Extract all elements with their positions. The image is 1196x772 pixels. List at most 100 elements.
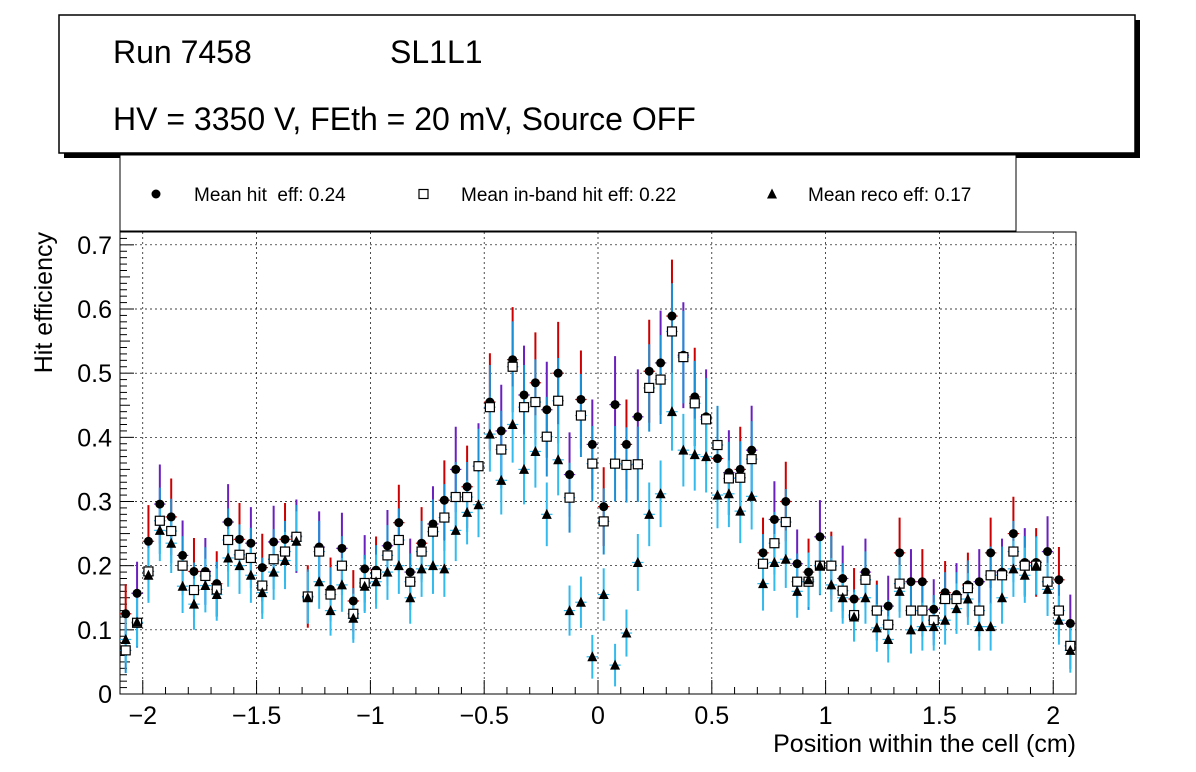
hit-eff-point [428, 519, 438, 529]
legend-frame [119, 154, 1017, 232]
y-tick-label: 0.7 [77, 232, 112, 260]
inband-eff-point [177, 560, 188, 571]
inband-eff-point [564, 492, 575, 503]
inband-eff-point [985, 570, 996, 581]
inband-eff-point [416, 546, 427, 557]
hit-eff-point [121, 609, 131, 619]
reco-eff-point [166, 537, 177, 548]
inband-eff-point [120, 645, 131, 656]
inband-eff-point [689, 398, 700, 409]
legend-entry-inband-eff: Mean in-band hit eff: 0.22 [418, 185, 676, 206]
inband-eff-point [962, 583, 973, 594]
y-tick-label: 0.1 [77, 617, 112, 645]
inband-eff-point [530, 396, 541, 408]
reco-eff-point [336, 579, 347, 590]
reco-eff-point [564, 605, 575, 616]
inband-eff-point [518, 402, 530, 413]
hit-eff-point [838, 574, 848, 583]
inband-eff-point [678, 352, 689, 363]
reco-eff-point [814, 560, 825, 571]
hit-eff-point [986, 548, 996, 558]
reco-eff-point [610, 659, 621, 670]
reco-eff-point [928, 621, 939, 632]
x-tick-label: −2 [129, 702, 158, 730]
hit-eff-point [189, 566, 199, 576]
inband-eff-point [484, 402, 495, 413]
hit-eff-point [735, 464, 745, 474]
x-axis-label: Position within the cell (cm) [773, 730, 1076, 758]
inband-eff-point [587, 458, 598, 469]
reco-eff-point [507, 419, 518, 429]
inband-eff-point [996, 570, 1008, 581]
inband-eff-point [200, 570, 211, 582]
y-tick-label: 0 [98, 681, 112, 709]
hit-eff-point [280, 534, 290, 544]
hit-eff-point [747, 445, 757, 455]
inband-eff-point [609, 458, 621, 469]
inband-eff-point [951, 593, 962, 605]
hit-eff-point [599, 502, 609, 512]
hit-eff-point [883, 601, 893, 611]
y-tick-label: 0.4 [77, 424, 112, 452]
reco-eff-point [940, 614, 951, 625]
reco-eff-point [188, 598, 199, 609]
inband-eff-point [746, 454, 757, 465]
reco-eff-point [325, 605, 336, 616]
reco-eff-point [997, 592, 1008, 603]
hit-eff-point [394, 518, 404, 528]
x-tick-label: 1.5 [922, 702, 957, 730]
inband-eff-point [712, 439, 723, 451]
inband-eff-point [439, 512, 450, 523]
hit-eff-point [496, 426, 506, 436]
reco-eff-point [234, 560, 245, 571]
reco-eff-point [826, 579, 837, 590]
x-tick-label: −0.5 [460, 702, 509, 730]
inband-eff-point [427, 526, 439, 537]
reco-eff-point [302, 592, 313, 603]
legend-entry-reco-eff: Mean reco eff: 0.17 [767, 185, 971, 206]
reco-eff-point [393, 560, 404, 571]
reco-eff-point [519, 463, 530, 474]
hit-eff-point [417, 538, 427, 548]
reco-eff-point [917, 621, 928, 632]
x-tick-label: 0.5 [694, 702, 729, 730]
inband-eff-point [1019, 560, 1030, 571]
reco-eff-point [450, 524, 461, 535]
reco-eff-point [348, 612, 359, 623]
hit-eff-point [815, 532, 825, 542]
inband-eff-point [871, 605, 882, 616]
reco-eff-point [689, 449, 700, 460]
legend-entry-hit-eff: Mean hit eff: 0.24 [151, 185, 346, 206]
inband-eff-point [393, 534, 404, 546]
reco-eff-point [257, 587, 268, 598]
inband-eff-point [1008, 546, 1019, 557]
data-markers [120, 311, 1076, 670]
inband-eff-point [473, 461, 484, 472]
reco-eff-point [712, 489, 723, 500]
hit-eff-point [360, 564, 370, 574]
inband-eff-point [188, 584, 200, 596]
reco-eff-point [473, 499, 484, 510]
hit-eff-point [713, 454, 722, 464]
hit-eff-point [530, 378, 540, 388]
reco-eff-point [541, 508, 552, 519]
hit-eff-point [633, 412, 643, 422]
hit-eff-point [519, 390, 529, 400]
reco-eff-point [803, 574, 814, 585]
inband-eff-point [553, 395, 564, 406]
reco-eff-point [621, 627, 632, 638]
y-tick-label: 0.5 [77, 360, 112, 388]
reco-eff-point [701, 451, 712, 462]
legend-triangle-marker-icon [767, 188, 777, 199]
hit-eff-point [792, 559, 802, 569]
x-tick-label: 1 [819, 702, 833, 730]
hit-eff-point [758, 548, 768, 558]
x-tick-label: −1.5 [232, 702, 281, 730]
inband-eff-point [496, 444, 507, 455]
legend-label-reco-eff: Mean reco eff: 0.17 [808, 185, 971, 206]
hit-eff-point [143, 536, 153, 546]
inband-eff-point [792, 576, 803, 587]
inband-eff-point [382, 550, 393, 561]
reco-eff-point [758, 578, 769, 589]
inband-eff-point [314, 546, 325, 557]
